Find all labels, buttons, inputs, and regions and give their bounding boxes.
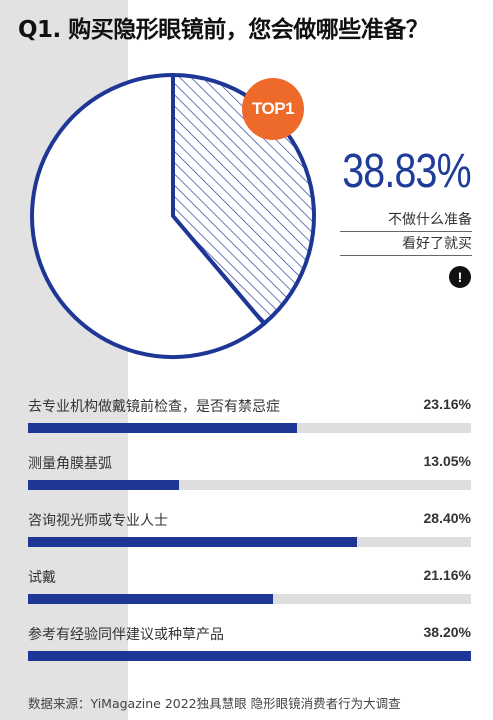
bar-track (28, 594, 471, 604)
bar-label: 试戴 (28, 570, 56, 586)
bar-label: 去专业机构做戴镜前检查，是否有禁忌症 (28, 399, 280, 415)
bar-row: 参考有经验同伴建议或种草产品 38.20% (28, 624, 471, 674)
highlight-note: 不做什么准备 看好了就买 (340, 210, 472, 256)
bar-track (28, 480, 471, 490)
bar-row: 测量角膜基弧 13.05% (28, 453, 471, 503)
bar-value-label: 13.05% (423, 453, 471, 469)
bar-row: 试戴 21.16% (28, 567, 471, 617)
note-line-1: 不做什么准备 (340, 210, 472, 232)
bar-track (28, 423, 471, 433)
bar-value-label: 21.16% (423, 567, 471, 583)
bar-fill (28, 537, 358, 547)
bar-fill (28, 423, 297, 433)
bar-row: 去专业机构做戴镜前检查，是否有禁忌症 23.16% (28, 396, 471, 446)
pie-chart (30, 73, 316, 359)
bar-value-label: 23.16% (423, 396, 471, 412)
exclamation-icon: ! (449, 266, 471, 288)
bar-track (28, 537, 471, 547)
note-line-2: 看好了就买 (340, 234, 472, 256)
bar-value-label: 38.20% (423, 624, 471, 640)
data-source: 数据来源：YiMagazine 2022独具慧眼 隐形眼镜消费者行为大调查 (28, 696, 401, 711)
bar-fill (28, 594, 274, 604)
pie-slice-1 (30, 73, 267, 359)
bar-fill (28, 651, 471, 661)
bar-row: 咨询视光师或专业人士 28.40% (28, 510, 471, 560)
bar-label: 参考有经验同伴建议或种草产品 (28, 627, 224, 643)
bar-value-label: 28.40% (423, 510, 471, 526)
bar-label: 咨询视光师或专业人士 (28, 513, 168, 529)
bar-label: 测量角膜基弧 (28, 456, 112, 472)
top1-badge: TOP1 (242, 78, 304, 140)
page-title: Q1. 购买隐形眼镜前，您会做哪些准备？ (18, 17, 429, 43)
bar-track (28, 651, 471, 661)
highlight-percent: 38.83% (342, 145, 471, 198)
bar-fill (28, 480, 180, 490)
